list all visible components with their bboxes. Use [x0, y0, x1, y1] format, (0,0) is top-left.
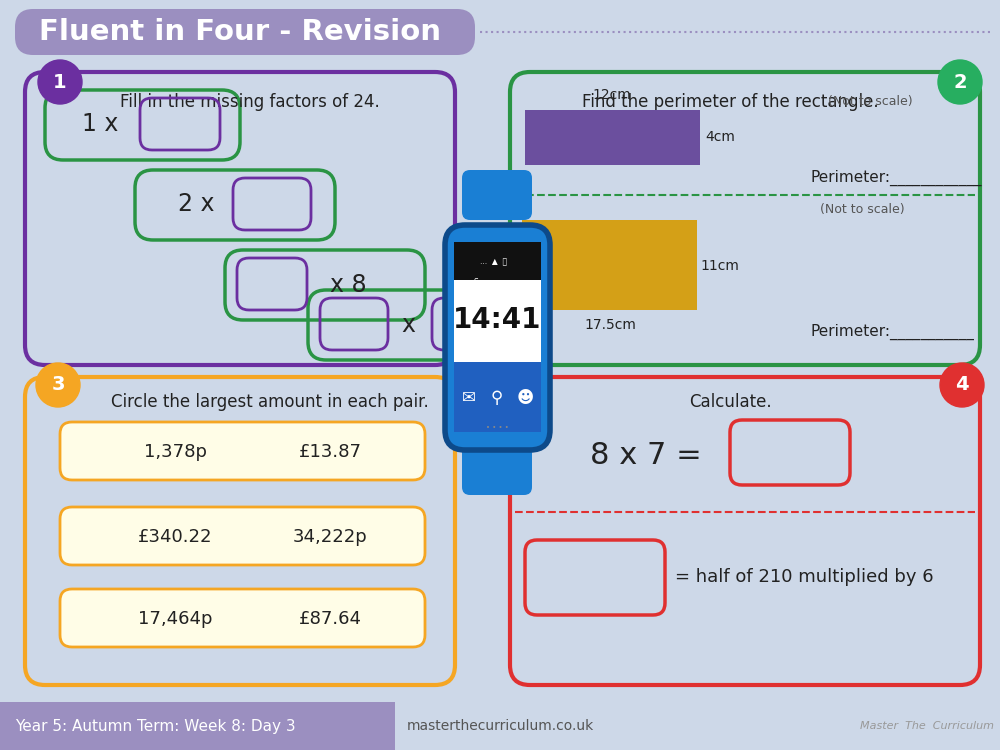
FancyBboxPatch shape — [522, 220, 697, 310]
FancyBboxPatch shape — [454, 242, 541, 280]
Text: 1: 1 — [53, 73, 67, 92]
Text: 20°C ☼: 20°C ☼ — [474, 288, 502, 297]
Text: £340.22: £340.22 — [138, 528, 212, 546]
Text: (Not to scale): (Not to scale) — [820, 203, 904, 217]
Text: £87.64: £87.64 — [298, 610, 362, 628]
Text: 1 x: 1 x — [82, 112, 118, 136]
Text: Fill in the missing factors of 24.: Fill in the missing factors of 24. — [120, 93, 380, 111]
Text: Find the perimeter of the rectangle.: Find the perimeter of the rectangle. — [582, 93, 878, 111]
Text: masterthecurriculum.co.uk: masterthecurriculum.co.uk — [406, 719, 594, 733]
Text: 1,378p: 1,378p — [144, 443, 207, 461]
Text: Calculate.: Calculate. — [689, 393, 771, 411]
Text: ⚲: ⚲ — [491, 389, 503, 407]
Circle shape — [938, 60, 982, 104]
Text: 12cm: 12cm — [593, 88, 631, 102]
Text: x: x — [401, 313, 415, 337]
Text: 11cm: 11cm — [700, 259, 739, 273]
Circle shape — [38, 60, 82, 104]
Text: 2: 2 — [953, 73, 967, 92]
FancyBboxPatch shape — [462, 445, 532, 495]
FancyBboxPatch shape — [0, 702, 395, 750]
Text: £13.87: £13.87 — [298, 443, 362, 461]
Text: 4cm: 4cm — [705, 130, 735, 144]
Text: Master  The  Curriculum: Master The Curriculum — [860, 721, 994, 731]
Text: Perimeter:____________: Perimeter:____________ — [810, 170, 982, 186]
Circle shape — [940, 363, 984, 407]
Text: = half of 210 multiplied by 6: = half of 210 multiplied by 6 — [675, 568, 934, 586]
Text: 17,464p: 17,464p — [138, 610, 212, 628]
FancyBboxPatch shape — [462, 170, 532, 220]
Text: Perimeter:___________: Perimeter:___________ — [810, 324, 974, 340]
Text: 17.5cm: 17.5cm — [584, 318, 636, 332]
Text: (Not to scale): (Not to scale) — [828, 95, 912, 109]
FancyBboxPatch shape — [454, 362, 541, 432]
Text: 14:41: 14:41 — [453, 306, 541, 334]
FancyBboxPatch shape — [445, 225, 550, 450]
FancyBboxPatch shape — [15, 9, 475, 55]
Text: Fluent in Four - Revision: Fluent in Four - Revision — [39, 18, 441, 46]
Text: 3: 3 — [51, 376, 65, 394]
FancyBboxPatch shape — [60, 589, 425, 647]
FancyBboxPatch shape — [60, 507, 425, 565]
FancyBboxPatch shape — [60, 422, 425, 480]
Text: Sunny: Sunny — [474, 278, 498, 287]
Text: ✉: ✉ — [462, 389, 476, 407]
Text: 34,222p: 34,222p — [293, 528, 367, 546]
Text: ☻: ☻ — [516, 389, 534, 407]
Text: Year 5: Autumn Term: Week 8: Day 3: Year 5: Autumn Term: Week 8: Day 3 — [15, 718, 296, 734]
Text: 4: 4 — [955, 376, 969, 394]
FancyBboxPatch shape — [525, 110, 700, 165]
FancyBboxPatch shape — [454, 280, 541, 362]
Text: 8 x 7 =: 8 x 7 = — [590, 440, 702, 470]
Text: Circle the largest amount in each pair.: Circle the largest amount in each pair. — [111, 393, 429, 411]
Text: 2 x: 2 x — [178, 192, 214, 216]
Text: • • • •: • • • • — [486, 425, 508, 431]
Text: x 8: x 8 — [330, 273, 366, 297]
FancyBboxPatch shape — [454, 242, 541, 432]
Text: ...  ▲  📶: ... ▲ 📶 — [480, 257, 508, 266]
Circle shape — [36, 363, 80, 407]
